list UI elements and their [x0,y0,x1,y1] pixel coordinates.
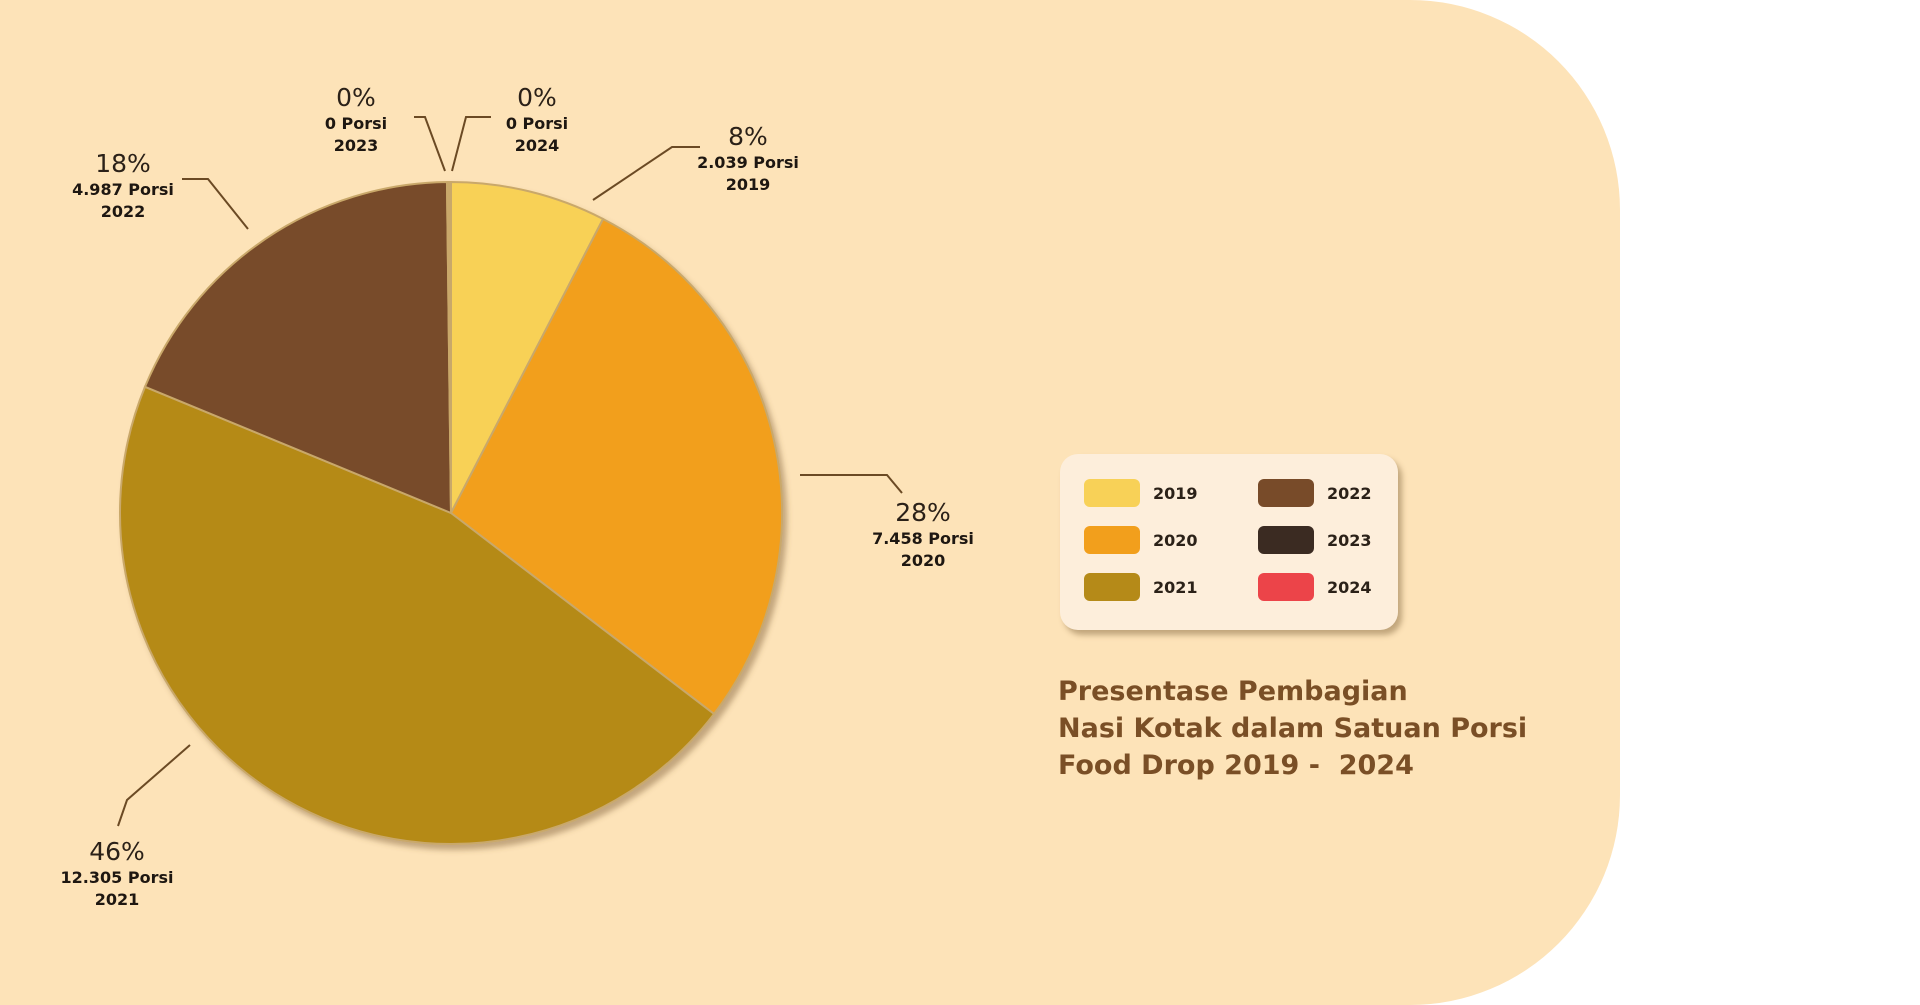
year-label-2024: 2024 [515,136,560,155]
title-line-2: Nasi Kotak dalam Satuan Porsi [1058,713,1528,744]
legend-item-2022: 2022 [1258,479,1372,507]
legend-label-2023: 2023 [1327,530,1372,550]
legend-item-2024: 2024 [1258,573,1372,601]
pie-slice-2021 [119,385,716,845]
porsi-label-2020: 7.458 Porsi [872,529,974,548]
porsi-label-2021: 12.305 Porsi [61,868,174,887]
legend-label-2024: 2024 [1327,577,1372,597]
slice-labels: 8% 2.039 Porsi 2019 28% 7.458 Porsi 2020 46% 12… [61,83,974,909]
legend-swatch-2020 [1084,526,1140,554]
legend-swatch-2021 [1084,573,1140,601]
percent-label-2019: 8% [728,122,768,151]
leader-line-2023 [414,116,446,172]
legend-label-2019: 2019 [1153,483,1198,503]
title-line-1: Presentase Pembagian [1058,676,1408,707]
legend-swatch-2024 [1258,573,1314,601]
leader-line-2022 [182,178,249,230]
pie-slice-2020 [449,217,783,716]
year-label-2023: 2023 [334,136,379,155]
legend-label-2021: 2021 [1153,577,1198,597]
leader-line-2020 [800,474,903,494]
porsi-label-2023: 0 Porsi [325,114,387,133]
legend-label-2020: 2020 [1153,530,1198,550]
percent-label-2022: 18% [95,149,151,178]
year-label-2021: 2021 [95,890,140,909]
porsi-label-2019: 2.039 Porsi [697,153,799,172]
legend-item-2023: 2023 [1258,526,1372,554]
percent-label-2020: 28% [895,498,951,527]
pie-slice-2024 [447,180,452,514]
legend-swatch-2022 [1258,479,1314,507]
legend-label-2022: 2022 [1327,483,1372,503]
pie-slices [119,180,783,845]
pie-slice-2019 [450,180,605,514]
legend-item-2020: 2020 [1084,526,1198,554]
leader-line-2024 [451,116,491,172]
leader-line-2019 [592,146,700,201]
chart-title: Presentase Pembagian Nasi Kotak dalam Sa… [1058,673,1578,784]
title-line-3: Food Drop 2019 - 2024 [1058,750,1414,781]
year-label-2019: 2019 [726,175,771,194]
percent-label-2023: 0% [336,83,376,112]
year-label-2020: 2020 [901,551,946,570]
year-label-2022: 2022 [101,202,146,221]
legend-item-2021: 2021 [1084,573,1198,601]
legend: 2019 2020 2021 2022 2023 2024 [1060,454,1398,630]
legend-swatch-2023 [1258,526,1314,554]
percent-label-2021: 46% [89,837,145,866]
porsi-label-2024: 0 Porsi [506,114,568,133]
legend-swatch-2019 [1084,479,1140,507]
leader-line-2021 [117,744,191,827]
legend-item-2019: 2019 [1084,479,1198,507]
porsi-label-2022: 4.987 Porsi [72,180,174,199]
leader-lines [117,116,903,827]
percent-label-2024: 0% [517,83,557,112]
pie-slice-2022 [143,181,453,515]
